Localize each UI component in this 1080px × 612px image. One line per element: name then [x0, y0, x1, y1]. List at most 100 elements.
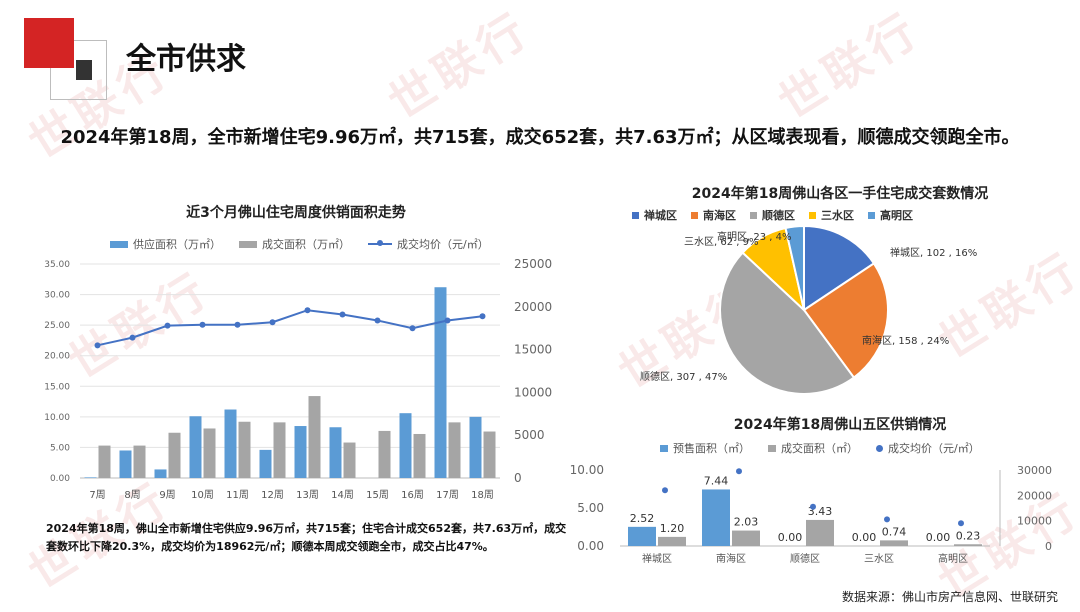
y-left-tick-label: 0.00: [50, 474, 70, 484]
legend-item-presale: 预售面积（㎡）: [660, 440, 750, 456]
x-tick-label: 8周: [124, 489, 140, 501]
x-tick-label: 14周: [331, 489, 354, 501]
y-right-tick-label: 20000: [514, 300, 552, 314]
bar-deal: [448, 422, 461, 478]
bar-deal-area: [658, 536, 686, 546]
avg-price-point: [958, 520, 964, 527]
x-tick-label: 17周: [436, 489, 459, 501]
bar-deal: [168, 432, 181, 478]
bar-supply: [154, 469, 167, 478]
x-tick-label: 13周: [296, 489, 319, 501]
bar-supply: [224, 409, 237, 478]
y-left-tick-label: 15.00: [44, 382, 70, 392]
bar-supply: [434, 287, 447, 478]
pie-slice: [784, 224, 805, 311]
page-title: 全市供求: [126, 42, 246, 77]
pie-slice: [802, 262, 889, 379]
price-point: [199, 321, 206, 328]
legend-item-supply: 供应面积（万㎡）: [110, 236, 221, 252]
x-tick-label: 7周: [89, 489, 105, 501]
price-point: [234, 321, 241, 328]
y-left-tick-label: 30.00: [44, 291, 70, 301]
y-right-tick-label: 10000: [1017, 515, 1052, 528]
x-tick-label: 16周: [401, 489, 424, 501]
logo-dark-square: [76, 60, 92, 80]
bar-supply: [189, 416, 202, 478]
bar-supply: [119, 450, 132, 478]
legend-item-gaoming: 高明区: [868, 207, 913, 223]
chart1-title: 近3个月佛山住宅周度供销面积走势: [186, 205, 406, 221]
bar-deal: [238, 421, 251, 478]
price-point: [164, 322, 171, 329]
bar-deal: [308, 396, 321, 478]
y-left-tick-label: 0.00: [577, 539, 604, 553]
summary-note: 2024年第18周，佛山全市新增住宅供应9.96万㎡，共715套；住宅合计成交6…: [46, 522, 567, 553]
pie-data-label: 三水区, 62 , 9%: [684, 236, 758, 248]
price-line: [97, 309, 483, 347]
x-tick-label: 12周: [261, 489, 284, 501]
pie-data-label: 南海区, 158 , 24%: [862, 334, 949, 347]
price-point: [339, 311, 346, 318]
x-tick-label: 禅城区: [642, 552, 672, 565]
watermark: 世联行: [769, 1, 931, 130]
x-tick-label: 9周: [159, 489, 175, 501]
x-tick-label: 15周: [366, 489, 389, 501]
legend-item-sanshui: 三水区: [809, 207, 854, 223]
bar-deal-area-label: 2.03: [734, 516, 759, 529]
x-tick-label: 南海区: [716, 552, 746, 565]
pie-slice: [719, 251, 856, 395]
y-right-tick-label: 5000: [514, 428, 545, 442]
bar-supply: [399, 413, 412, 478]
price-point: [304, 307, 311, 314]
bar-deal-area: [880, 540, 908, 546]
y-left-tick-label: 5.00: [577, 501, 604, 515]
y-left-tick-label: 10.00: [44, 413, 70, 423]
chart3-legend: 预售面积（㎡） 成交面积（㎡） 成交均价（元/㎡）: [660, 440, 998, 456]
bar-deal: [413, 433, 426, 478]
avg-price-point: [884, 516, 890, 523]
y-right-tick-label: 10000: [514, 385, 552, 399]
bar-deal-area-label: 0.74: [882, 525, 907, 538]
bar-supply: [294, 426, 307, 478]
chart2-title: 2024年第18周佛山各区一手住宅成交套数情况: [691, 186, 989, 202]
bar-presale-label: 7.44: [704, 474, 729, 487]
chart2-district-pie: 禅城区, 102 , 16% 南海区, 158 , 24% 顺德区, 307 , 4…: [640, 224, 977, 395]
x-tick-label: 10周: [191, 489, 214, 501]
x-tick-label: 高明区: [938, 552, 968, 565]
avg-price-point: [662, 487, 668, 494]
legend-item-deal-area: 成交面积（㎡）: [768, 440, 858, 456]
y-right-tick-label: 15000: [514, 343, 552, 357]
legend-item-price: 成交均价（元/㎡）: [368, 236, 489, 252]
y-left-tick-label: 25.00: [44, 321, 70, 331]
headline: 2024年第18周，全市新增住宅9.96万㎡，共715套，成交652套，共7.6…: [60, 127, 1020, 148]
price-point: [409, 325, 416, 332]
bar-deal: [98, 445, 111, 478]
bar-presale: [628, 526, 656, 546]
bar-deal: [343, 442, 356, 478]
bar-deal: [378, 430, 391, 478]
y-right-tick-label: 30000: [1017, 464, 1052, 477]
price-point: [94, 342, 101, 349]
x-tick-label: 三水区: [864, 553, 894, 565]
bar-deal: [483, 431, 496, 478]
bar-deal-area-label: 1.20: [660, 522, 685, 535]
bar-presale: [702, 489, 730, 546]
bar-supply: [259, 449, 272, 478]
price-point: [479, 313, 486, 320]
bar-deal-area: [732, 530, 760, 546]
y-left-tick-label: 20.00: [44, 352, 70, 362]
bar-presale-label: 2.52: [630, 512, 655, 525]
y-left-tick-label: 10.00: [570, 463, 604, 477]
legend-item-chancheng: 禅城区: [632, 207, 677, 223]
bar-deal-area: [806, 519, 834, 546]
y-left-tick-label: 5.00: [50, 443, 70, 453]
watermark: 世联行: [379, 1, 541, 130]
bar-presale-label: 0.00: [778, 531, 803, 544]
legend-item-nanhai: 南海区: [691, 207, 736, 223]
x-tick-label: 11周: [226, 489, 249, 501]
chart1-legend: 供应面积（万㎡） 成交面积（万㎡） 成交均价（元/㎡）: [110, 236, 507, 252]
x-tick-label: 顺德区: [790, 552, 820, 565]
legend-item-shunde: 顺德区: [750, 207, 795, 223]
chart3-title: 2024年第18周佛山五区供销情况: [733, 417, 947, 433]
bar-presale-label: 0.00: [852, 531, 877, 544]
